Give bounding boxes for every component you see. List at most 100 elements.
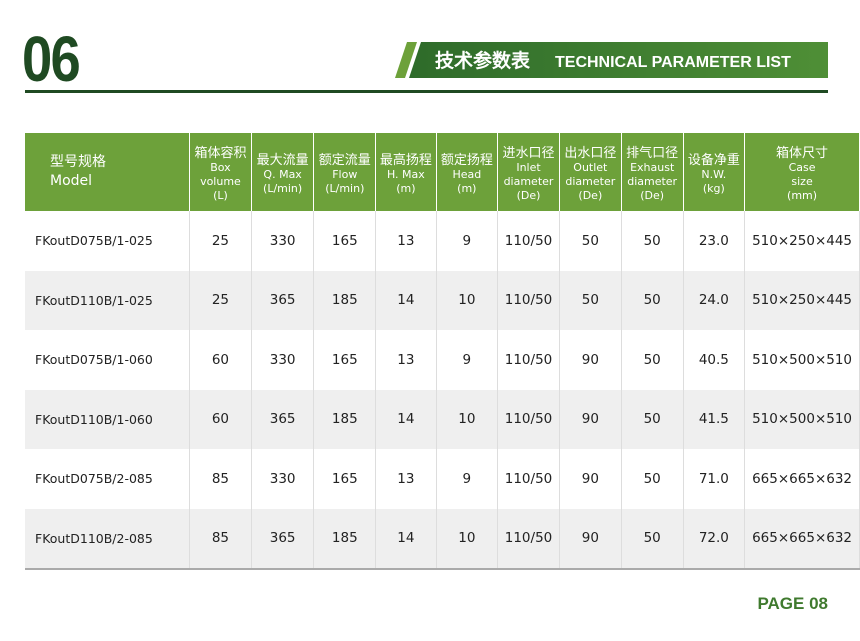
header-en: Case [788,160,816,174]
table-cell: 14 [375,389,437,449]
column-header: 设备净重 N.W. (kg) [683,133,746,211]
title-banner: 技术参数表 TECHNICAL PARAMETER LIST [395,42,828,78]
column-header: 最高扬程 H. Max (m) [375,133,437,211]
table-cell: 24.0 [683,270,746,330]
table-cell: 50 [621,330,684,390]
table-cell: 185 [313,389,377,449]
table-cell: 110/50 [497,508,560,570]
header-en: (m) [396,181,416,195]
table-cell: FKoutD110B/2-085 [25,508,191,570]
header-en: volume [200,174,241,188]
header-en: Inlet [516,160,541,174]
table-cell: 330 [251,449,315,509]
table-cell: 40.5 [683,330,746,390]
table-cell: 13 [375,449,437,509]
table-row: FKoutD110B/2-085 85 365 185 14 10 110/50 90 50 72… [25,508,860,570]
header-cn: 额定扬程 [440,152,493,168]
table-cell: 85 [189,508,252,570]
banner-box [409,42,828,78]
parameter-table: 型号规格 Model 箱体容积 Box volume (L) 最大流量 Q. Max (L/mi… [25,133,860,570]
table-cell: 14 [375,270,437,330]
table-cell: FKoutD110B/1-060 [25,389,191,449]
table-row: FKoutD075B/2-085 85 330 165 13 9 110/50 90 50 71.… [25,449,860,509]
header-rule [25,90,828,93]
header-en: (De) [578,188,603,202]
table-cell: 185 [313,508,377,570]
table-cell: 50 [621,508,684,570]
column-header: 额定流量 Flow (L/min) [313,133,377,211]
column-header: 箱体容积 Box volume (L) [189,133,252,211]
header-en: (L) [213,188,228,202]
table-cell: 72.0 [683,508,746,570]
table-cell: 330 [251,330,315,390]
title-en: TECHNICAL PARAMETER LIST [555,54,791,71]
table-cell: 9 [436,211,499,271]
table-cell: 10 [436,270,499,330]
header-cn: 最大流量 [256,152,309,168]
table-cell: 85 [189,449,252,509]
header-en: (L/min) [263,181,303,195]
header-en: diameter [565,174,616,188]
table-cell: 510×500×510 [744,330,860,390]
column-header: 箱体尺寸 Case size (mm) [744,133,860,211]
table-cell: 510×500×510 [744,389,860,449]
header-cn: 额定流量 [318,152,371,168]
table-cell: 50 [621,211,684,271]
column-header: 最大流量 Q. Max (L/min) [251,133,315,211]
table-cell: 13 [375,211,437,271]
table-cell: 110/50 [497,270,560,330]
table-cell: 665×665×632 [744,508,860,570]
header-en: (De) [640,188,665,202]
table-cell: 110/50 [497,449,560,509]
table-cell: 110/50 [497,389,560,449]
header-en: Outlet [573,160,608,174]
table-row: FKoutD075B/1-025 25 330 165 13 9 110/50 50 50 23.… [25,211,860,271]
table-row: FKoutD075B/1-060 60 330 165 13 9 110/50 90 50 40.… [25,330,860,390]
header-cn: 最高扬程 [379,152,432,168]
column-header: 型号规格 Model [25,133,191,211]
header-en: Head [452,167,482,181]
table-cell: 185 [313,270,377,330]
table-cell: 50 [621,449,684,509]
header-cn: 排气口径 [626,145,679,161]
column-header: 排气口径 Exhaust diameter (De) [621,133,684,211]
table-cell: 110/50 [497,211,560,271]
header-en: Exhaust [630,160,675,174]
table-cell: 60 [189,389,252,449]
header-en: (L/min) [325,181,365,195]
table-cell: 90 [559,508,622,570]
header-en: H. Max [386,167,425,181]
title-cn: 技术参数表 [435,49,531,72]
header-en: Model [50,173,93,189]
table-cell: 50 [621,389,684,449]
header-en: (m) [457,181,477,195]
table-cell: 50 [559,270,622,330]
header-cn: 型号规格 [50,154,106,170]
table-cell: 50 [621,270,684,330]
header-en: Flow [332,167,358,181]
table-cell: FKoutD110B/1-025 [25,270,191,330]
table-cell: 510×250×445 [744,270,860,330]
table-cell: 13 [375,330,437,390]
table-cell: FKoutD075B/2-085 [25,449,191,509]
header-en: (De) [516,188,541,202]
table-cell: 41.5 [683,389,746,449]
table-cell: 665×665×632 [744,449,860,509]
table-cell: 90 [559,389,622,449]
table-row: FKoutD110B/1-060 60 365 185 14 10 110/50 90 50 41… [25,389,860,449]
table-cell: 10 [436,508,499,570]
stripe [395,42,417,78]
header-en: Box [210,160,231,174]
table-cell: 165 [313,330,377,390]
table-cell: 9 [436,449,499,509]
column-header: 额定扬程 Head (m) [436,133,499,211]
column-header: 进水口径 Inlet diameter (De) [497,133,560,211]
table-cell: 330 [251,211,315,271]
table-row: FKoutD110B/1-025 25 365 185 14 10 110/50 50 50 24… [25,270,860,330]
table-cell: 25 [189,211,252,271]
column-header: 出水口径 Outlet diameter (De) [559,133,622,211]
header-en: diameter [503,174,554,188]
table-cell: 365 [251,389,315,449]
table-cell: 10 [436,389,499,449]
